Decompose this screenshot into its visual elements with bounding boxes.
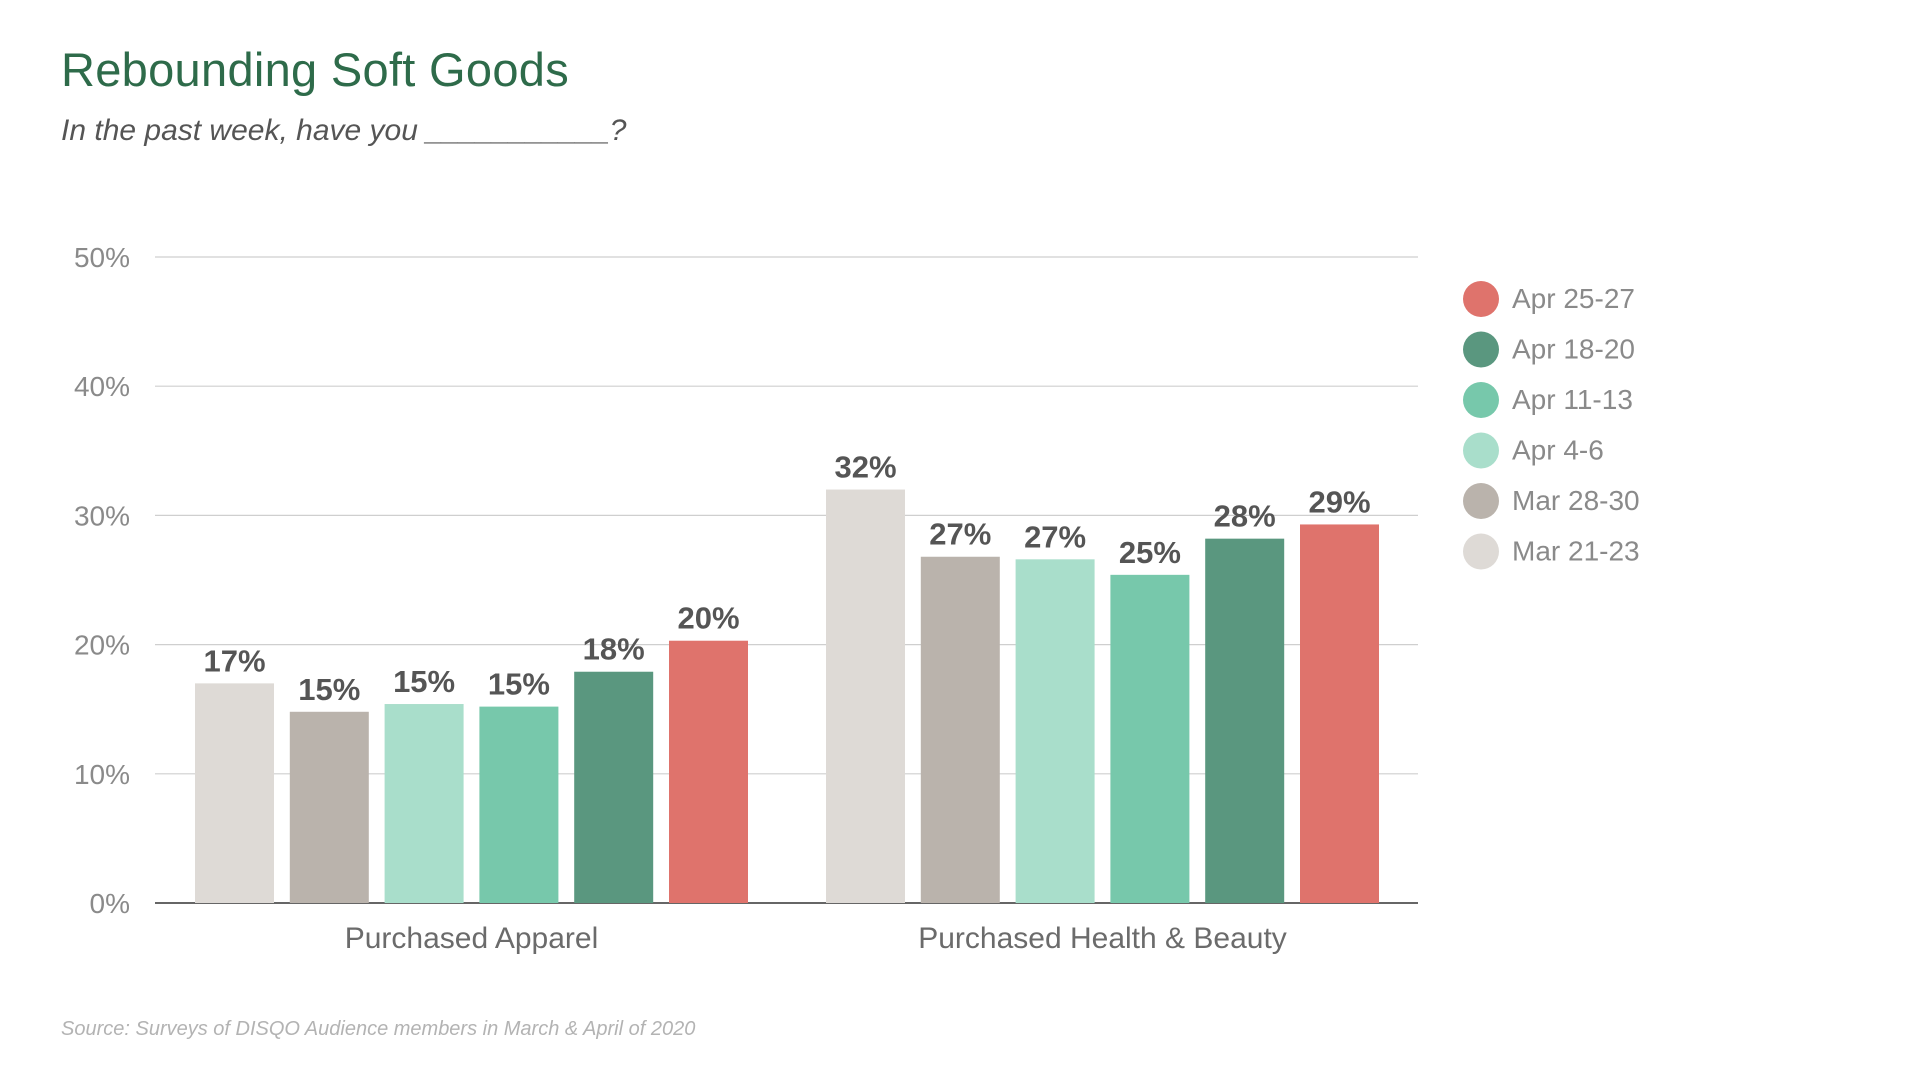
- y-tick-label: 0%: [90, 888, 130, 919]
- data-label: 15%: [488, 667, 550, 702]
- legend-swatch: [1463, 331, 1499, 368]
- data-label: 27%: [1024, 519, 1086, 554]
- data-label: 28%: [1214, 499, 1276, 534]
- legend-label: Apr 11-13: [1512, 384, 1633, 415]
- legend-swatch: [1463, 281, 1499, 317]
- data-labels: 17% 15% 15% 15% 18% 20% 32% 27% 27% 25% 28% 29%: [203, 450, 1370, 707]
- data-label: 18%: [583, 632, 645, 667]
- legend: Apr 25-27 Apr 18-20 Apr 11-13 Apr 4-6 Mar 28…: [1463, 281, 1640, 570]
- bar: [195, 683, 274, 903]
- y-tick-label: 20%: [74, 630, 130, 661]
- bar: [826, 489, 905, 903]
- legend-label: Mar 21-23: [1512, 536, 1640, 567]
- legend-label: Mar 28-30: [1512, 485, 1640, 516]
- data-label: 29%: [1308, 484, 1370, 519]
- legend-swatch: [1463, 432, 1499, 469]
- data-label: 20%: [677, 601, 739, 636]
- data-label: 27%: [929, 517, 991, 552]
- data-label: 15%: [393, 664, 455, 699]
- bar: [1300, 524, 1379, 903]
- chart-title: Rebounding Soft Goods: [61, 43, 569, 96]
- y-tick-label: 40%: [74, 371, 130, 402]
- bar: [1205, 538, 1285, 903]
- legend-label: Apr 4-6: [1512, 435, 1604, 466]
- data-label: 17%: [203, 643, 265, 678]
- legend-label: Apr 18-20: [1512, 334, 1635, 365]
- bar: [384, 704, 464, 903]
- legend-swatch: [1463, 533, 1499, 570]
- data-label: 15%: [298, 672, 360, 707]
- y-tick-label: 30%: [74, 500, 130, 531]
- data-label: 25%: [1119, 535, 1181, 570]
- y-axis-ticks: 0% 10% 20% 30% 40% 50%: [74, 242, 130, 919]
- category-label: Purchased Apparel: [345, 922, 599, 955]
- bar: [574, 671, 654, 903]
- y-tick-label: 50%: [74, 242, 130, 273]
- legend-label: Apr 25-27: [1512, 283, 1635, 314]
- y-tick-label: 10%: [74, 759, 130, 790]
- category-labels: Purchased Apparel Purchased Health & Beau…: [345, 922, 1287, 955]
- bars: [195, 489, 1379, 903]
- bar: [669, 640, 748, 903]
- bar: [1015, 559, 1095, 903]
- chart-subtitle: In the past week, have you ___________?: [61, 114, 627, 147]
- legend-swatch: [1463, 382, 1499, 418]
- category-label: Purchased Health & Beauty: [918, 922, 1287, 955]
- bar: [920, 556, 1000, 903]
- bar: [479, 706, 559, 903]
- bar: [1110, 574, 1190, 903]
- bar: [289, 711, 369, 903]
- legend-swatch: [1463, 483, 1499, 519]
- data-label: 32%: [834, 450, 896, 485]
- source-note: Source: Surveys of DISQO Audience member…: [61, 1018, 696, 1040]
